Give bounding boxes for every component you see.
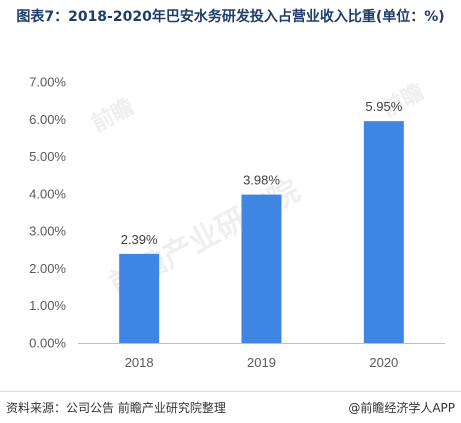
bar-2019 <box>241 194 282 343</box>
y-tick-label: 4.00% <box>29 186 66 201</box>
data-label: 2.39% <box>121 232 158 247</box>
data-label: 3.98% <box>243 173 280 188</box>
y-tick-label: 3.00% <box>29 224 66 239</box>
bar-chart: 0.00% 1.00% 2.00% 3.00% 4.00% 5.00% 6.00% 7.00%… <box>29 75 445 370</box>
bar-2020 <box>363 121 404 344</box>
x-tick-label: 2019 <box>247 355 276 370</box>
chart-title: 图表7：2018-2020年巴安水务研发投入占营业收入比重(单位：%) <box>16 9 445 25</box>
footer-divider <box>0 391 461 392</box>
y-tick-label: 6.00% <box>29 112 66 127</box>
brand-credit: @前瞻经济学人APP <box>348 401 455 415</box>
x-tick-label: 2018 <box>125 355 154 370</box>
bar-2018 <box>119 253 160 343</box>
y-tick-label: 0.00% <box>29 336 66 351</box>
y-tick-label: 5.00% <box>29 149 66 164</box>
data-label: 5.95% <box>365 99 402 114</box>
y-tick-label: 1.00% <box>29 298 66 313</box>
y-tick-label: 7.00% <box>29 75 66 90</box>
footer: 资料来源：公司公告 前瞻产业研究院整理 @前瞻经济学人APP <box>0 391 461 423</box>
x-tick-label: 2020 <box>369 355 398 370</box>
source-note: 资料来源：公司公告 前瞻产业研究院整理 <box>6 401 226 415</box>
y-tick-label: 2.00% <box>29 261 66 276</box>
